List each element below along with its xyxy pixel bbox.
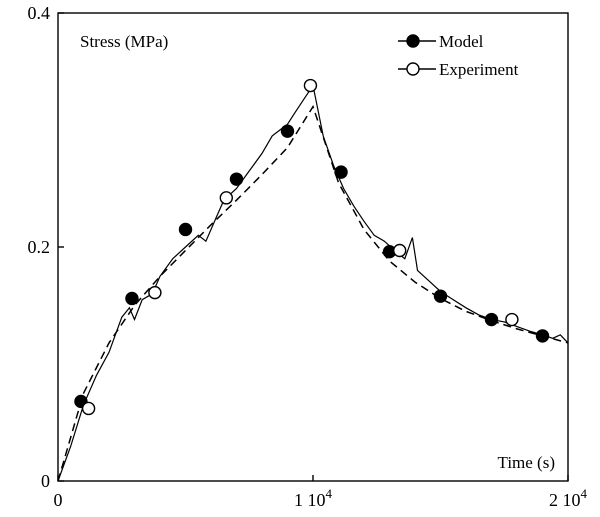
model-point [535,329,550,343]
x-axis-label: Time (s) [498,453,555,472]
experiment-point [393,243,407,258]
y-axis-label: Stress (MPa) [80,32,168,51]
x-tick-label-exponent: 4 [581,486,588,501]
legend-item-model: Model [398,32,484,51]
y-tick-label: 0.2 [28,237,51,257]
experiment-point [81,401,96,416]
model-point [178,222,193,237]
x-tick-label-base: 0 [54,490,63,510]
x-tick-label: 1 104 [294,486,333,510]
x-tick-label-exponent: 4 [326,486,333,501]
x-tick-label: 0 [54,490,63,510]
model-point [484,312,499,327]
model-point [280,124,295,138]
x-tick-label-base: 2 10 [549,490,581,510]
experiment-point [505,312,519,327]
model-curve [57,104,569,482]
legend-label-experiment: Experiment [439,60,519,79]
legend-label-model: Model [439,32,484,51]
experiment-point [303,78,318,93]
model-point [125,291,139,306]
experiment-point [219,191,234,205]
experiment-curve [57,83,569,482]
x-tick-label-base: 1 10 [294,490,326,510]
series-markers [74,78,550,416]
model-point [229,172,244,186]
x-tick-label: 2 104 [549,486,588,510]
legend-marker-experiment [406,62,420,76]
y-tick-label: 0 [41,471,50,491]
y-axis-ticks: 0 0.2 0.4 [28,3,64,491]
model-point [334,165,348,179]
legend-item-experiment: Experiment [398,60,519,79]
experiment-point [148,285,162,300]
legend-marker-model [406,34,420,48]
model-point [433,289,448,303]
legend: Model Experiment [398,32,519,79]
series-curves [57,83,569,482]
y-tick-label: 0.4 [28,3,51,23]
